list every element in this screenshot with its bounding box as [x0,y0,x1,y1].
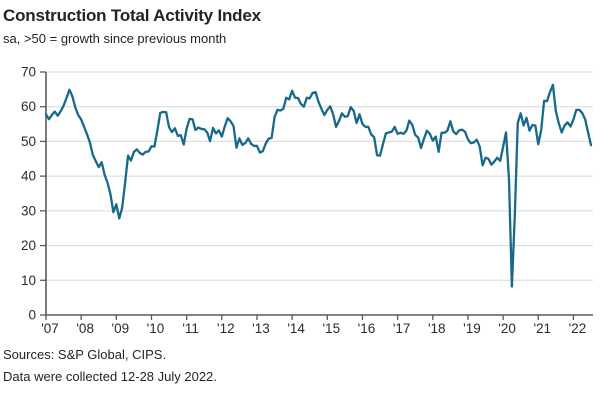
x-axis-label: '08 [76,321,94,336]
x-axis-label: '17 [393,321,411,336]
x-axis-label: '13 [252,321,270,336]
activity-line-chart: 0 10 20 30 40 50 60 70 '07 '08 '09 '10 '11 '12 '13 '14 '… [21,65,593,336]
chart-subtitle: sa, >50 = growth since previous month [3,31,227,46]
x-axis-label: '16 [358,321,376,336]
y-axis-label: 0 [28,308,36,323]
x-axis-label: '21 [533,321,551,336]
x-axis-label: '15 [322,321,340,336]
y-axis-label: 60 [21,99,36,114]
x-axis-label: '12 [217,321,235,336]
x-axis-label: '19 [463,321,481,336]
source-note: Sources: S&P Global, CIPS. [3,347,167,362]
x-axis-label: '22 [569,321,587,336]
x-axis-label: '07 [41,321,59,336]
x-axis-label: '14 [287,321,305,336]
x-axis-label: '20 [498,321,516,336]
y-axis-label: 10 [21,273,36,288]
collection-note: Data were collected 12-28 July 2022. [3,369,217,384]
y-axis-label: 30 [21,203,36,218]
y-axis-label: 20 [21,238,36,253]
x-axis-label: '09 [112,321,130,336]
page-title: Construction Total Activity Index [3,6,261,25]
y-axis-label: 70 [21,65,36,80]
x-axis-label: '10 [147,321,165,336]
x-axis-label: '18 [428,321,446,336]
activity-index-series [44,83,593,288]
x-axis-label: '11 [182,321,199,336]
y-axis-label: 50 [21,134,36,149]
y-axis-label: 40 [21,169,36,184]
